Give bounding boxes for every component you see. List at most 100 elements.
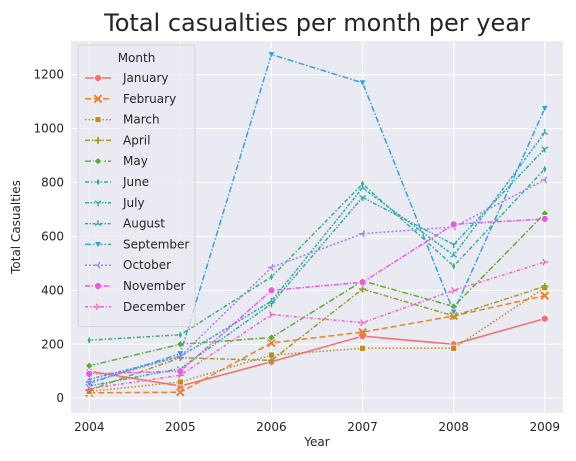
legend-marker: [95, 177, 101, 187]
legend-marker: [93, 94, 103, 104]
legend-label: September: [123, 237, 189, 251]
data-point: [541, 176, 548, 184]
data-point: [360, 319, 367, 327]
series-june: [86, 164, 548, 346]
chart-title: Total casualties per month per year: [103, 9, 530, 37]
y-tick-label: 600: [41, 229, 64, 243]
series-line: [89, 168, 546, 341]
series-line: [89, 295, 545, 394]
legend-item: September: [85, 237, 189, 251]
data-point: [450, 242, 458, 249]
y-tick-label: 800: [41, 176, 64, 190]
data-point: [540, 214, 549, 223]
y-tick-label: 1200: [33, 68, 64, 82]
y-tick-label: 1000: [33, 122, 64, 136]
legend-label: January: [122, 71, 169, 85]
data-point: [358, 230, 365, 238]
legend-item: April: [85, 133, 150, 147]
series-line: [89, 148, 546, 387]
x-tick-label: 2007: [347, 420, 378, 434]
legend-label: October: [123, 258, 171, 272]
series-layer: [84, 51, 550, 398]
data-point: [542, 164, 548, 175]
data-point: [177, 329, 183, 340]
data-point: [359, 344, 367, 352]
data-point: [358, 285, 367, 293]
legend-label: July: [122, 196, 145, 210]
data-point: [177, 371, 184, 379]
legend-label: August: [123, 217, 165, 231]
series-line: [89, 212, 546, 367]
legend-label: November: [123, 279, 185, 293]
y-tick-label: 0: [56, 391, 64, 405]
legend-marker: [95, 303, 102, 311]
series-line: [89, 317, 545, 387]
data-point: [266, 332, 276, 343]
data-point: [84, 361, 94, 371]
data-point: [541, 282, 549, 290]
data-point: [451, 286, 458, 294]
data-point: [449, 308, 458, 317]
legend-item: June: [85, 175, 149, 189]
legend-item: August: [85, 217, 165, 231]
legend-item: January: [85, 71, 169, 85]
data-point: [449, 220, 458, 229]
legend-label: June: [122, 175, 149, 189]
legend-label: February: [123, 92, 176, 106]
legend-item: May: [85, 154, 148, 168]
legend-label: March: [123, 113, 160, 127]
x-tick-label: 2009: [530, 420, 561, 434]
legend-item: July: [85, 196, 145, 210]
x-tick-label: 2005: [165, 420, 196, 434]
data-point: [176, 378, 184, 386]
legend-title: Month: [118, 51, 156, 65]
data-point: [86, 385, 93, 393]
data-point: [86, 335, 92, 346]
data-point: [268, 271, 274, 282]
data-point: [269, 311, 276, 319]
axis-ticks: 2004 2005 2006 2007 2008 2009 0 200 400 600 800 100…: [33, 68, 560, 434]
data-point: [451, 261, 457, 272]
legend-item: December: [85, 300, 185, 314]
data-point: [541, 146, 549, 153]
legend-marker: [94, 74, 103, 83]
series-november: [85, 214, 549, 378]
legend-label: December: [123, 300, 185, 314]
legend-label: May: [123, 154, 148, 168]
legend-label: April: [123, 133, 150, 147]
series-line: [88, 53, 546, 385]
legend-marker: [94, 200, 102, 207]
legend-box: [77, 44, 196, 328]
legend-marker: [94, 281, 103, 290]
legend-item: November: [85, 279, 185, 293]
data-point: [541, 129, 549, 136]
data-point: [176, 387, 185, 397]
x-tick-label: 2008: [438, 420, 469, 434]
data-point: [267, 356, 276, 365]
data-point: [176, 367, 185, 376]
data-point: [267, 263, 274, 271]
data-point: [540, 105, 549, 113]
legend-marker: [93, 241, 103, 249]
legend-marker: [94, 220, 102, 227]
legend-marker: [94, 116, 102, 124]
x-tick-label: 2006: [256, 420, 287, 434]
legend-item: February: [85, 92, 176, 106]
data-point: [85, 369, 94, 378]
y-tick-label: 400: [41, 283, 64, 297]
data-point: [359, 184, 367, 191]
legend: Month January February March April May June Ju…: [77, 44, 196, 328]
data-point: [176, 352, 183, 360]
legend-marker: [93, 156, 103, 166]
data-point: [450, 251, 458, 258]
data-point: [358, 327, 367, 337]
data-point: [267, 338, 276, 348]
x-axis-label: Year: [303, 435, 329, 449]
data-point: [85, 378, 92, 386]
series-december: [86, 258, 549, 393]
data-point: [267, 297, 275, 304]
series-line: [89, 218, 545, 375]
x-tick-label: 2004: [74, 420, 105, 434]
legend-item: March: [85, 113, 160, 127]
